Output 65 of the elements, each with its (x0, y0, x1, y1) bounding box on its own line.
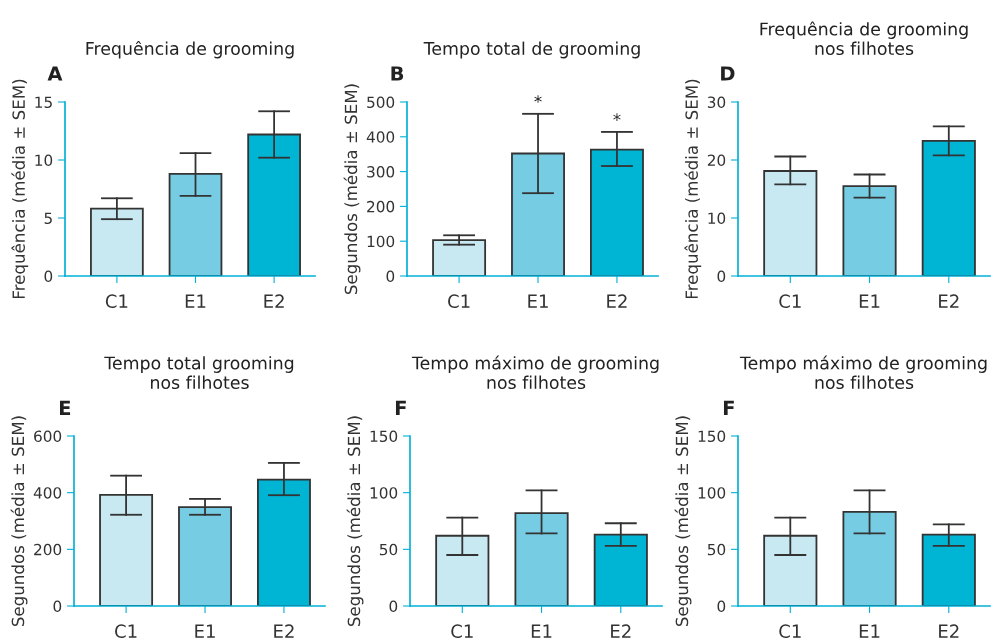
y-axis-title: Segundos (média ± SEM) (674, 416, 692, 627)
y-tick-label: 30 (707, 96, 726, 109)
y-tick-label: 100 (367, 235, 395, 248)
y-tick-label: 200 (34, 543, 62, 556)
y-tick-label: 20 (707, 154, 726, 167)
y-tick-label: 10 (708, 212, 726, 225)
y-tick-label: 300 (367, 166, 395, 178)
y-tick-label: 0 (717, 600, 726, 613)
annotation: * (613, 113, 621, 121)
x-tick-label: C1 (105, 294, 128, 309)
x-tick-label: E1 (185, 294, 206, 308)
y-axis-title: Segundos (média ± SEM) (10, 416, 28, 627)
y-tick-label: 15 (35, 96, 52, 109)
chart-title: Tempo total de grooming (423, 41, 640, 59)
y-tick-label: 200 (367, 200, 395, 213)
y-axis-title: Frequência (média ± SEM) (684, 79, 702, 299)
y-tick-label: 500 (367, 96, 395, 109)
annotation: * (534, 95, 542, 103)
x-tick-label: E1 (859, 624, 880, 638)
y-tick-label: 0 (44, 270, 53, 283)
x-tick-label: C1 (779, 294, 801, 309)
y-axis-title: Segundos (média ± SEM) (346, 416, 364, 627)
x-tick-label: C1 (451, 624, 473, 639)
x-tick-label: C1 (115, 624, 137, 639)
x-tick-label: E2 (611, 624, 631, 638)
y-tick-label: 600 (34, 430, 62, 443)
y-tick-label: 400 (366, 131, 395, 143)
y-tick-label: 50 (707, 543, 726, 556)
y-tick-label: 50 (379, 543, 398, 556)
chart-title: Tempo máximo de grooming nos filhotes (411, 355, 659, 390)
y-tick-label: 0 (717, 270, 726, 283)
text: E (59, 400, 71, 415)
y-axis-title: Frequência (média ± SEM) (11, 79, 29, 299)
chart-title: Frequência de grooming (86, 40, 294, 59)
x-tick-label: E1 (528, 294, 548, 308)
chart-title: Tempo total grooming nos filhotes (104, 356, 294, 390)
y-tick-label: 400 (33, 487, 62, 499)
y-tick-label: 100 (370, 487, 398, 499)
chart-title: Frequência de grooming nos filhotes (760, 21, 968, 56)
x-tick-label: C1 (779, 624, 801, 639)
text: B (391, 66, 404, 81)
x-tick-label: E2 (264, 294, 284, 308)
text: A (47, 66, 63, 81)
x-tick-label: E1 (531, 624, 552, 638)
text: D (721, 66, 735, 81)
text: F (395, 400, 406, 415)
x-tick-label: E2 (607, 294, 627, 308)
y-tick-label: 10 (35, 154, 53, 167)
x-tick-label: E2 (939, 294, 959, 308)
y-tick-label: 0 (389, 600, 398, 613)
chart-title: Tempo máximo de grooming nos filhotes (739, 355, 987, 390)
y-axis-title: Segundos (média ± SEM) (343, 84, 361, 295)
x-tick-label: E1 (859, 294, 880, 308)
y-tick-label: 100 (698, 487, 726, 499)
y-tick-label: 150 (370, 430, 398, 443)
x-tick-label: C1 (448, 294, 470, 309)
y-tick-label: 0 (53, 600, 62, 613)
y-tick-label: 5 (44, 212, 52, 225)
bar (432, 239, 487, 276)
x-tick-label: E1 (195, 624, 215, 638)
x-tick-label: E2 (939, 624, 959, 638)
y-tick-label: 0 (386, 270, 395, 283)
x-tick-label: E2 (274, 624, 294, 638)
y-tick-label: 150 (698, 430, 726, 443)
text: F (723, 400, 734, 415)
